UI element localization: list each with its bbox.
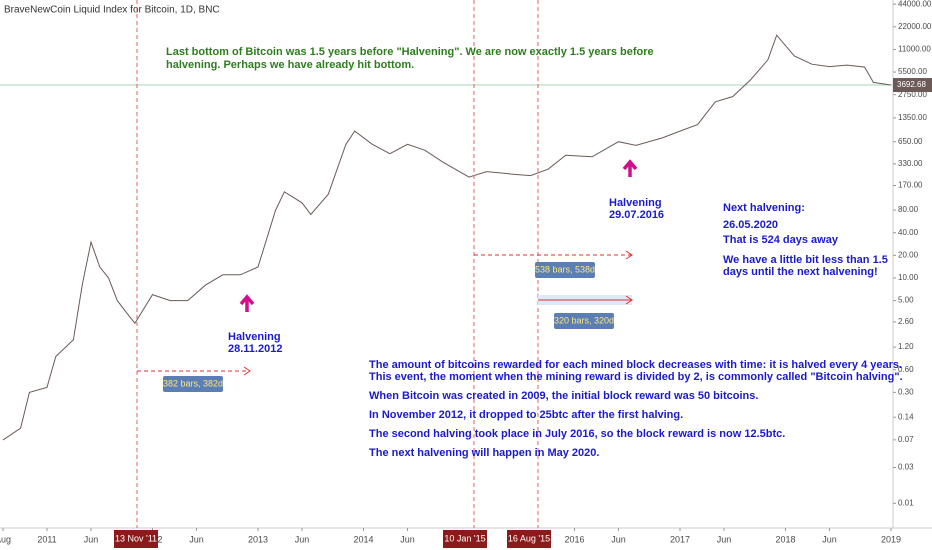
measure-arrowhead: [625, 295, 633, 305]
y-tick-label: 5500.00: [898, 67, 927, 76]
measure-label: 538 bars, 538d: [535, 264, 595, 274]
x-tick-label: Jun: [717, 534, 732, 544]
last-price-box: [893, 78, 932, 93]
x-tick-label: Aug: [0, 534, 11, 544]
annotation: Last bottom of Bitcoin was 1.5 years bef…: [166, 46, 654, 58]
x-tick-label: 2011: [37, 534, 56, 544]
annotation: When Bitcoin was created in 2009, the in…: [369, 390, 758, 402]
annotation: 26.05.2020: [723, 219, 778, 231]
y-tick-label: 5.00: [898, 296, 914, 305]
annotation: halvening. Perhaps we have already hit b…: [166, 59, 414, 71]
date-marker-label: 13 Nov '11: [115, 533, 157, 543]
x-tick-label: Jun: [611, 534, 626, 544]
last-price-label: 3692.68: [897, 80, 926, 89]
measure-box: [163, 376, 223, 392]
measure-arrowhead: [625, 250, 633, 260]
y-tick-label: 1350.00: [898, 113, 927, 122]
y-tick-label: 0.03: [898, 463, 914, 472]
measure-box: [554, 313, 614, 329]
y-tick-label: 44000.00: [898, 0, 932, 8]
date-marker-label: 10 Jan '15: [444, 533, 485, 543]
x-tick-label: Jun: [189, 534, 204, 544]
y-tick-label: 10.00: [898, 273, 919, 282]
annotation: Halvening: [609, 197, 662, 209]
x-tick-label: 2017: [670, 534, 690, 544]
y-tick-label: 40.00: [898, 228, 919, 237]
annotation: Next halvening:: [723, 202, 805, 214]
y-tick-label: 650.00: [898, 137, 923, 146]
annotation: days until the next halvening!: [723, 266, 878, 278]
date-marker-box: [114, 530, 158, 548]
y-tick-label: 2.60: [898, 317, 914, 326]
y-tick-label: 0.30: [898, 387, 914, 396]
x-tick-label: Jun: [400, 534, 415, 544]
y-tick-label: 80.00: [898, 205, 919, 214]
annotation: Halvening: [228, 331, 281, 343]
halvening-arrow: [622, 159, 638, 177]
annotation: The next halvening will happen in May 20…: [369, 447, 599, 459]
annotation: That is 524 days away: [723, 234, 839, 246]
x-tick-label: Jun: [84, 534, 99, 544]
annotation: 29.07.2016: [609, 209, 664, 221]
y-tick-label: 2750.00: [898, 90, 927, 99]
price-line: [2, 34, 892, 441]
chart-title: BraveNewCoin Liquid Index for Bitcoin, 1…: [4, 5, 220, 16]
y-tick-label: 0.01: [898, 498, 914, 507]
y-tick-label: 0.60: [898, 365, 914, 374]
measure-box: [535, 262, 595, 278]
y-tick-label: 0.07: [898, 435, 914, 444]
y-tick-label: 170.00: [898, 181, 923, 190]
y-tick-label: 0.14: [898, 412, 914, 421]
annotation: We have a little bit less than 1.5: [723, 254, 888, 266]
y-tick-label: 330.00: [898, 159, 923, 168]
date-marker-label: 16 Aug '15: [508, 533, 550, 543]
y-tick-label: 22000.00: [898, 22, 932, 31]
annotation: In November 2012, it dropped to 25btc af…: [369, 409, 683, 421]
annotation: This event, the moment when the mining r…: [369, 371, 903, 383]
measure-label: 320 bars, 320d: [554, 315, 614, 325]
measure-arrowhead: [243, 366, 251, 376]
date-marker-box: [443, 530, 487, 548]
x-tick-label: 2014: [353, 534, 373, 544]
y-tick-label: 11000.00: [898, 45, 931, 54]
date-marker-box: [507, 530, 551, 548]
annotation: The second halving took place in July 20…: [369, 428, 785, 440]
annotation: The amount of bitcoins rewarded for each…: [369, 359, 902, 371]
x-tick-label: Jun: [822, 534, 837, 544]
x-tick-label: 2018: [775, 534, 795, 544]
annotation: 28.11.2012: [228, 343, 282, 355]
x-tick-label: 2013: [248, 534, 268, 544]
y-tick-label: 1.20: [898, 342, 914, 351]
x-tick-label: Jun: [295, 534, 310, 544]
halvening-arrow: [239, 294, 255, 312]
y-tick-label: 20.00: [898, 250, 919, 259]
x-tick-label: 2019: [881, 534, 901, 544]
measure-label: 382 bars, 382d: [163, 378, 223, 388]
x-tick-label: 2016: [564, 534, 584, 544]
